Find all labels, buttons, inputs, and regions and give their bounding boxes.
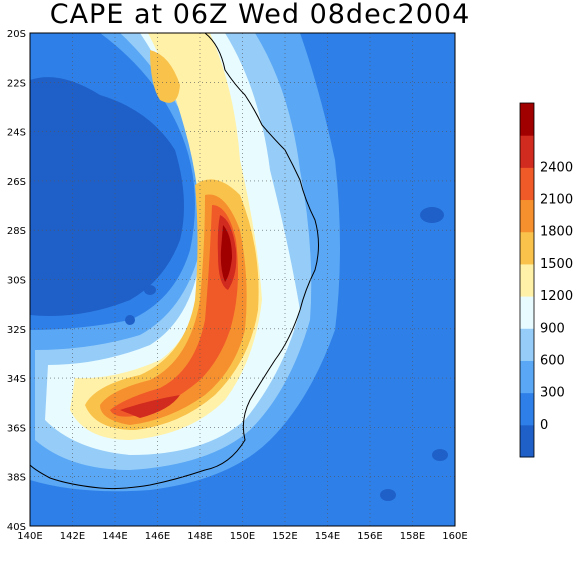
x-axis-ticks: 140E 142E 144E 146E 148E 150E 152E 154E 156E 158E… — [17, 531, 467, 542]
cape-low-spot — [144, 285, 156, 295]
cape-low-spot — [125, 315, 135, 325]
colorbar-label: 900 — [540, 321, 565, 336]
y-tick-label: 28S — [7, 226, 26, 237]
y-tick-label: 36S — [7, 423, 26, 434]
y-axis-ticks: 20S 22S 24S 26S 28S 30S 32S 34S 36S 38S 40S — [7, 29, 26, 533]
colorbar-swatch — [520, 199, 534, 233]
colorbar-swatch — [520, 328, 534, 361]
colorbar-swatch — [520, 424, 534, 458]
colorbar-swatch — [520, 103, 534, 136]
colorbar-frame — [519, 102, 535, 458]
cape-low-spot — [420, 207, 444, 223]
x-tick-label: 158E — [400, 531, 425, 542]
map-frame — [29, 32, 456, 527]
colorbar-swatch — [520, 167, 534, 201]
y-tick-label: 34S — [7, 374, 26, 385]
colorbar-label: 0 — [540, 418, 548, 433]
colorbar-swatch — [520, 263, 534, 297]
colorbar-swatch — [520, 392, 534, 426]
map-title: CAPE at 06Z Wed 08dec2004 — [49, 0, 471, 30]
colorbar-swatch — [520, 296, 534, 329]
colorbar-label: 2400 — [540, 160, 573, 175]
colorbar-label: 600 — [540, 353, 565, 368]
x-tick-label: 160E — [442, 531, 467, 542]
cape-low-spot — [432, 449, 448, 461]
map-grid — [30, 33, 455, 526]
y-tick-label: 30S — [7, 276, 26, 287]
x-tick-label: 152E — [272, 531, 297, 542]
x-tick-label: 144E — [102, 531, 127, 542]
colorbar-label: 1500 — [540, 257, 573, 272]
x-tick-label: 156E — [357, 531, 382, 542]
colorbar-swatch — [520, 231, 534, 265]
y-tick-label: 24S — [7, 128, 26, 139]
x-tick-label: 150E — [230, 531, 255, 542]
x-tick-label: 148E — [187, 531, 212, 542]
y-tick-label: 20S — [7, 29, 26, 40]
colorbar-swatch — [520, 360, 534, 394]
colorbar-label: 1200 — [540, 289, 573, 304]
y-tick-label: 38S — [7, 473, 26, 484]
y-tick-label: 22S — [7, 78, 26, 89]
cape-level-max — [220, 225, 232, 282]
x-tick-label: 154E — [315, 531, 340, 542]
x-tick-label: 142E — [60, 531, 85, 542]
cape-level-2100-2400 — [110, 205, 238, 417]
colorbar-label: 1800 — [540, 225, 573, 240]
colorbar-label: 2100 — [540, 193, 573, 208]
cape-low-spot — [380, 489, 396, 501]
y-tick-label: 26S — [7, 177, 26, 188]
x-tick-label: 146E — [145, 531, 170, 542]
y-tick-label: 40S — [7, 522, 26, 533]
coastline — [29, 32, 319, 490]
colorbar-swatch — [520, 135, 534, 168]
y-tick-label: 32S — [7, 325, 26, 336]
x-tick-label: 140E — [17, 531, 42, 542]
colorbar-label: 300 — [540, 386, 565, 401]
cape-level-below-0 — [30, 77, 184, 317]
colorbar: 0 300 600 900 1200 1500 1800 2100 2400 — [519, 102, 573, 458]
